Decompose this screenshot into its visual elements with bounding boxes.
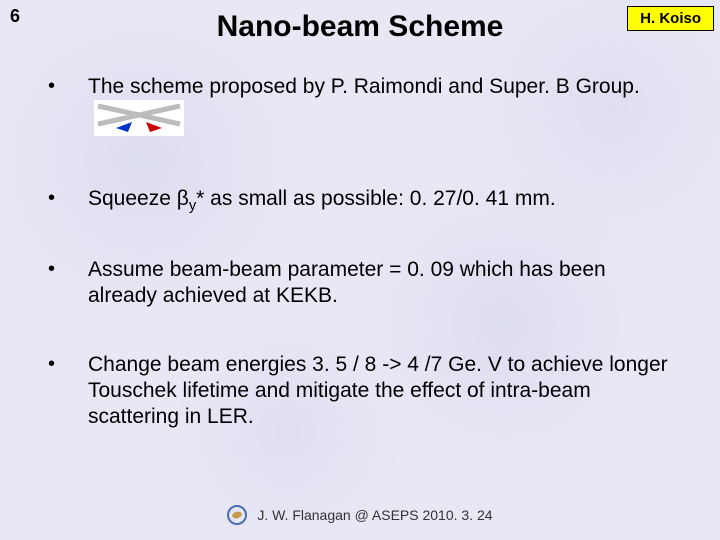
author-badge: H. Koiso [627, 6, 714, 31]
bullet-text: Change beam energies 3. 5 / 8 -> 4 /7 Ge… [88, 352, 672, 431]
footer-text: J. W. Flanagan @ ASEPS 2010. 3. 24 [257, 507, 492, 523]
bullet-item: • Assume beam-beam parameter = 0. 09 whi… [48, 257, 672, 310]
bullet-text: Assume beam-beam parameter = 0. 09 which… [88, 257, 672, 310]
bullet-text: Squeeze βy* as small as possible: 0. 27/… [88, 186, 672, 216]
bullet-mark: • [48, 257, 88, 282]
content-area: • The scheme proposed by P. Raimondi and… [0, 44, 720, 430]
bullet-mark: • [48, 186, 88, 211]
footer-logo-icon [227, 505, 247, 528]
bullet-mark: • [48, 74, 88, 99]
page-number: 6 [10, 6, 20, 27]
bullet-text: The scheme proposed by P. Raimondi and S… [88, 74, 672, 144]
slide-title: Nano-beam Scheme [0, 0, 720, 44]
bullet-item: • Squeeze βy* as small as possible: 0. 2… [48, 186, 672, 216]
crossing-beams-diagram [94, 100, 184, 143]
bullet-mark: • [48, 352, 88, 377]
footer: J. W. Flanagan @ ASEPS 2010. 3. 24 [0, 505, 720, 528]
bullet-item: • Change beam energies 3. 5 / 8 -> 4 /7 … [48, 352, 672, 431]
bullet-item: • The scheme proposed by P. Raimondi and… [48, 74, 672, 144]
bullet-text-span: The scheme proposed by P. Raimondi and S… [88, 75, 640, 98]
